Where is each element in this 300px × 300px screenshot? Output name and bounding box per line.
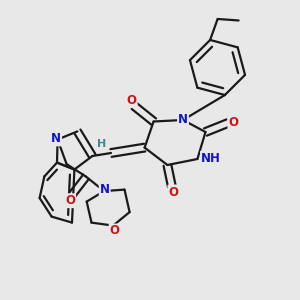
Text: O: O [110, 224, 120, 238]
Text: H: H [97, 139, 106, 149]
Text: O: O [65, 194, 75, 207]
Text: O: O [168, 185, 178, 199]
Text: N: N [51, 132, 61, 146]
Text: N: N [100, 183, 110, 196]
Text: O: O [127, 94, 137, 107]
Text: O: O [228, 116, 239, 130]
Text: NH: NH [201, 152, 221, 165]
Text: N: N [178, 112, 188, 126]
